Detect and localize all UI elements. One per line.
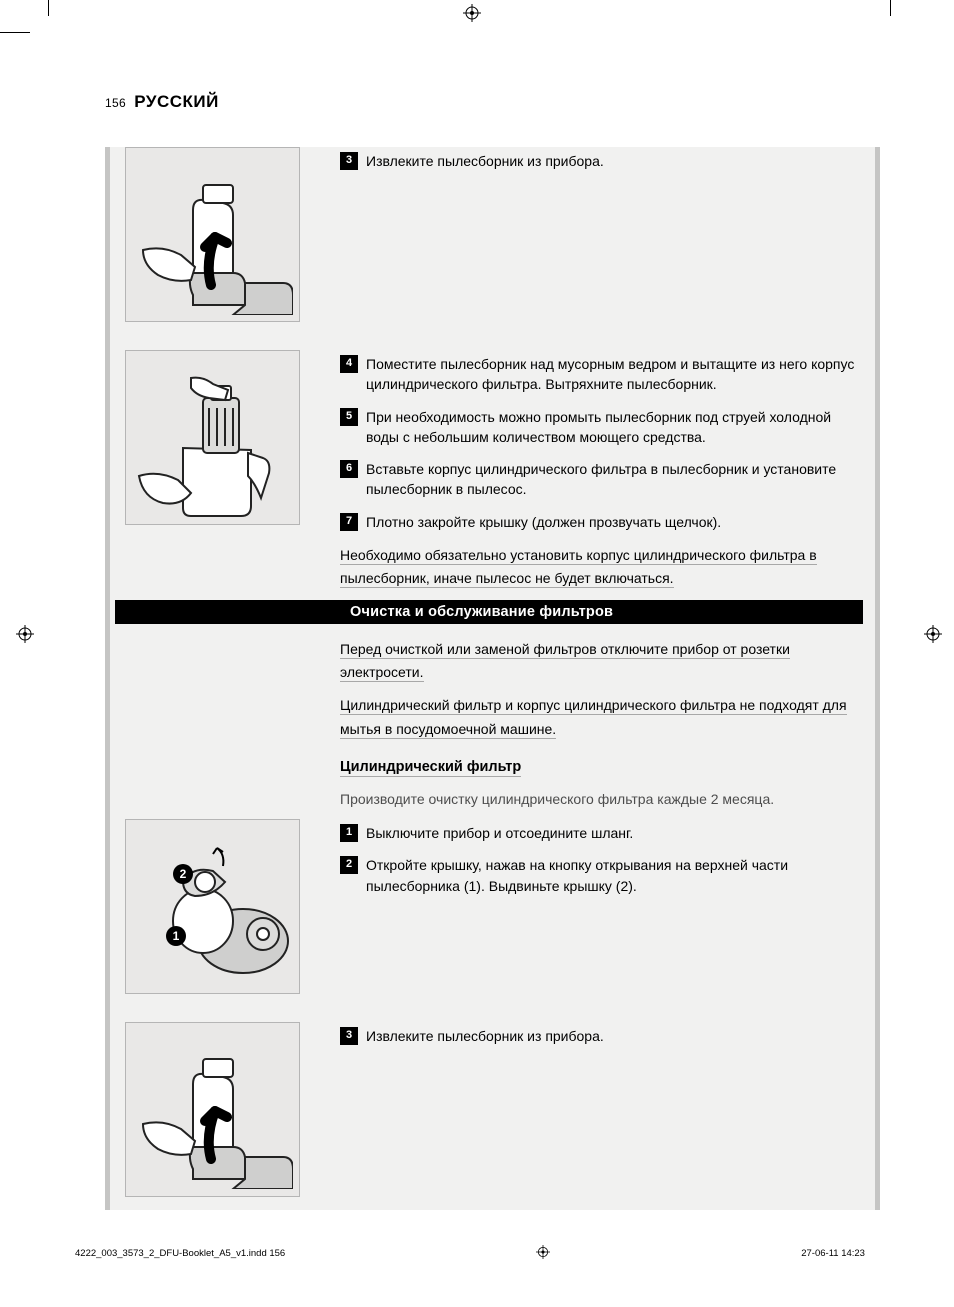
step-text: Выключите прибор и отсоедините шланг.: [366, 823, 863, 843]
intro-text: Производите очистку цилиндрического филь…: [340, 789, 863, 809]
section-row: Очистка и обслуживание фильтров Перед оч…: [115, 600, 875, 819]
step-text: Откройте крышку, нажав на кнопку открыва…: [366, 855, 863, 896]
registration-mark-icon: [463, 4, 481, 22]
svg-text:2: 2: [179, 867, 186, 881]
print-page: 156 РУССКИЙ: [0, 0, 954, 1307]
warning-note: Цилиндрический фильтр и корпус цилиндрич…: [340, 694, 863, 740]
step-5: 5 При необходимость можно промыть пылесб…: [340, 407, 863, 448]
step-3b: 3 Извлеките пылесборник из прибора.: [340, 1026, 863, 1046]
step-badge: 5: [340, 408, 358, 426]
step-text: Вставьте корпус цилиндрического фильтра …: [366, 459, 863, 500]
step-text: Плотно закройте крышку (должен прозвучат…: [366, 512, 863, 532]
sub-heading-wrap: Цилиндрический фильтр: [340, 751, 863, 783]
step-2: 2 Откройте крышку, нажав на кнопку откры…: [340, 855, 863, 896]
crop-mark: [0, 32, 30, 33]
instruction-row: 4 Поместите пылесборник над мусорным вед…: [115, 350, 875, 600]
note-text: Необходимо обязательно установить корпус…: [340, 547, 817, 588]
warning-note: Необходимо обязательно установить корпус…: [340, 544, 863, 590]
step-badge: 3: [340, 152, 358, 170]
step-text: При необходимость можно промыть пылесбор…: [366, 407, 863, 448]
illustration-open-lid: 1 2: [125, 819, 300, 994]
step-badge: 2: [340, 856, 358, 874]
note-text: Цилиндрический фильтр и корпус цилиндрич…: [340, 697, 847, 738]
sub-heading: Цилиндрический фильтр: [340, 759, 521, 777]
step-1: 1 Выключите прибор и отсоедините шланг.: [340, 823, 863, 843]
instruction-row: 1 2 1 Выключите прибор и отсоедините шла…: [115, 819, 875, 1022]
step-3: 3 Извлеките пылесборник из прибора.: [340, 151, 863, 171]
registration-mark-icon: [16, 625, 34, 643]
step-7: 7 Плотно закройте крышку (должен прозвуч…: [340, 512, 863, 532]
content-area: 3 Извлеките пылесборник из прибора.: [115, 147, 875, 1225]
instruction-row: 3 Извлеките пылесборник из прибора.: [115, 1022, 875, 1225]
note-text: Перед очисткой или заменой фильтров откл…: [340, 641, 790, 682]
step-text: Поместите пылесборник над мусорным ведро…: [366, 354, 863, 395]
registration-mark-icon: [536, 1245, 550, 1262]
svg-text:1: 1: [172, 929, 179, 943]
section-heading-bar: Очистка и обслуживание фильтров: [115, 600, 863, 624]
warning-note: Перед очисткой или заменой фильтров откл…: [340, 638, 863, 684]
illustration-empty-bin: [125, 350, 300, 525]
step-text: Извлеките пылесборник из прибора.: [366, 1026, 863, 1046]
page-number: 156: [105, 96, 126, 110]
illustration-remove-bin: [125, 147, 300, 322]
step-badge: 7: [340, 513, 358, 531]
illustration-remove-bin-2: [125, 1022, 300, 1197]
language-label: РУССКИЙ: [134, 92, 219, 111]
step-badge: 1: [340, 824, 358, 842]
step-6: 6 Вставьте корпус цилиндрического фильтр…: [340, 459, 863, 500]
crop-mark: [890, 0, 891, 16]
crop-mark: [48, 0, 49, 16]
instruction-row: 3 Извлеките пылесборник из прибора.: [115, 147, 875, 350]
step-badge: 6: [340, 460, 358, 478]
footer-date: 27-06-11 14:23: [801, 1248, 865, 1259]
footer-file: 4222_003_3573_2_DFU-Booklet_A5_v1.indd 1…: [75, 1248, 285, 1259]
step-badge: 4: [340, 355, 358, 373]
step-text: Извлеките пылесборник из прибора.: [366, 151, 863, 171]
step-badge: 3: [340, 1027, 358, 1045]
step-4: 4 Поместите пылесборник над мусорным вед…: [340, 354, 863, 395]
page-header: 156 РУССКИЙ: [105, 92, 219, 112]
print-footer: 4222_003_3573_2_DFU-Booklet_A5_v1.indd 1…: [75, 1245, 865, 1262]
page-sheet: 156 РУССКИЙ: [55, 22, 885, 1272]
section-title: Очистка и обслуживание фильтров: [125, 604, 853, 620]
registration-mark-icon: [924, 625, 942, 643]
